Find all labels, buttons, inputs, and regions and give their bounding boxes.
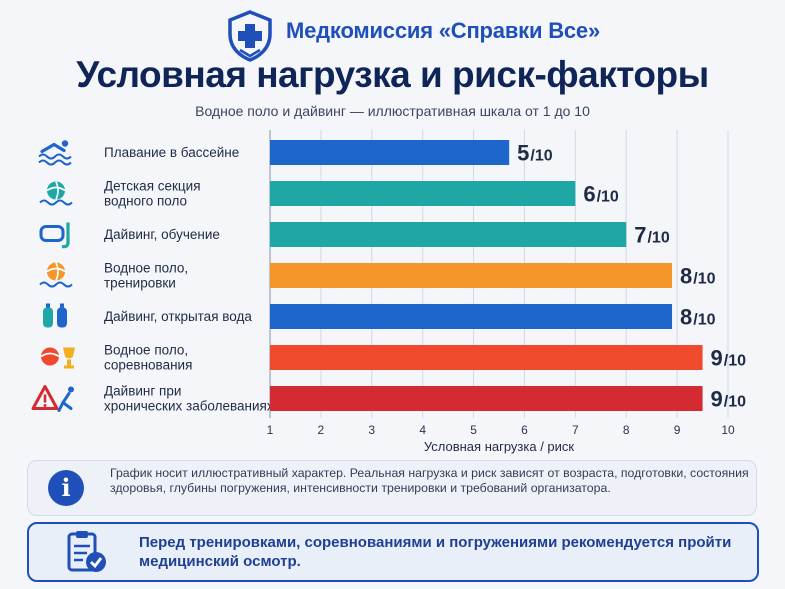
value-label: 7/10: [634, 223, 670, 248]
water-polo-ball-icon: [39, 181, 73, 206]
value-suffix: /10: [597, 189, 619, 206]
category-label: соревнования: [104, 358, 192, 373]
x-tick-label: 9: [674, 423, 681, 437]
diving-mask-icon: [39, 222, 70, 249]
warning-diver-icon: [31, 385, 74, 412]
category-label: водного поло: [104, 194, 187, 209]
x-axis-label: Условная нагрузка / риск: [424, 439, 575, 454]
category-label: тренировки: [104, 276, 176, 291]
x-tick-label: 7: [572, 423, 579, 437]
category-label: Дайвинг при: [104, 384, 181, 399]
x-tick-label: 6: [521, 423, 528, 437]
category-label: хронических заболеваниях: [104, 399, 274, 414]
value-label: 8/10: [680, 305, 716, 330]
header: Медкомиссия «Справки Все»: [0, 6, 785, 62]
value-suffix: /10: [724, 394, 746, 411]
x-tick-label: 5: [470, 423, 477, 437]
value-suffix: /10: [530, 148, 552, 165]
value-number: 8: [680, 305, 692, 330]
value-number: 8: [680, 264, 692, 289]
callout-text: Перед тренировками, соревнованиями и пог…: [139, 534, 732, 570]
bar: [270, 181, 576, 206]
category-label: Дайвинг, открытая вода: [104, 309, 252, 324]
category-label: Водное поло,: [104, 261, 188, 276]
clipboard-check-icon: [67, 531, 106, 572]
bar: [270, 386, 703, 411]
value-label: 9/10: [711, 346, 747, 371]
x-tick-label: 4: [419, 423, 426, 437]
disclaimer-note: i График носит иллюстративный характер. …: [27, 460, 757, 516]
value-number: 7: [634, 223, 646, 248]
category-label: Водное поло,: [104, 343, 188, 358]
page-subtitle: Водное поло и дайвинг — иллюстративная ш…: [195, 103, 590, 119]
value-number: 6: [583, 182, 595, 207]
category-label: Детская секция: [104, 179, 201, 194]
value-label: 6/10: [583, 182, 619, 207]
value-number: 9: [711, 387, 723, 412]
value-suffix: /10: [693, 271, 715, 288]
disclaimer-text: График носит иллюстративный характер. Ре…: [110, 466, 749, 495]
bar: [270, 345, 703, 370]
scuba-tanks-icon: [43, 303, 67, 328]
value-label: 9/10: [711, 387, 747, 412]
medical-checkup-callout: Перед тренировками, соревнованиями и пог…: [27, 522, 759, 582]
brand-name: Медкомиссия «Справки Все»: [286, 18, 600, 43]
swimmer-icon: [38, 140, 72, 166]
value-suffix: /10: [693, 312, 715, 329]
shield-cross-icon: [228, 10, 272, 62]
bar: [270, 304, 673, 329]
x-tick-label: 10: [721, 423, 735, 437]
x-tick-label: 8: [623, 423, 630, 437]
page-title: Условная нагрузка и риск-факторы: [76, 54, 709, 95]
info-icon: i: [48, 470, 84, 506]
x-tick-label: 1: [267, 423, 274, 437]
bar: [270, 140, 510, 165]
bar: [270, 222, 627, 247]
ball-trophy-icon: [40, 347, 75, 369]
value-label: 5/10: [517, 141, 553, 166]
value-number: 9: [711, 346, 723, 371]
category-label: Плавание в бассейне: [104, 145, 239, 160]
value-number: 5: [517, 141, 529, 166]
bar: [270, 263, 673, 288]
x-tick-label: 2: [318, 423, 325, 437]
value-suffix: /10: [724, 353, 746, 370]
ball-in-water-icon: [39, 262, 73, 288]
value-suffix: /10: [647, 230, 669, 247]
category-label: Дайвинг, обучение: [104, 227, 220, 242]
x-tick-label: 3: [368, 423, 375, 437]
value-label: 8/10: [680, 264, 716, 289]
bar-chart: 1 2 3 4 5 6 7 8 9 10 Условная нагрузка / риск Плава…: [0, 126, 785, 458]
